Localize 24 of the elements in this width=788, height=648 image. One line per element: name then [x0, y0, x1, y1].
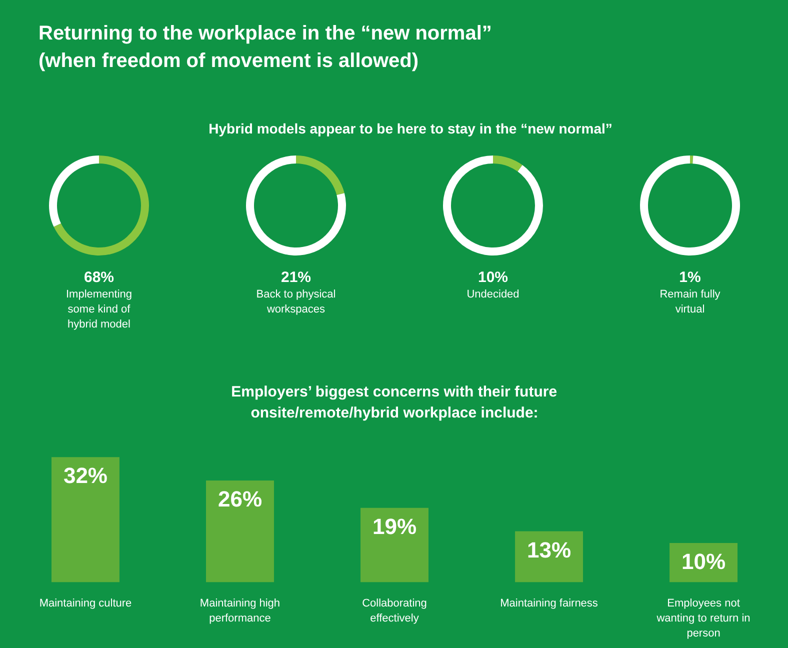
data-label: 19% [372, 514, 417, 539]
data-label: 10% [682, 549, 726, 574]
x-tick-label: Collaborating effectively [362, 598, 427, 625]
x-tick-label: Maintaining culture [39, 598, 132, 610]
text: 21% [280, 269, 312, 286]
x-tick-label: Maintaining fairness [500, 598, 598, 610]
bar [206, 480, 274, 582]
x-tick-label: Employees not wanting to return in person [656, 598, 750, 640]
data-label: 26% [218, 486, 262, 512]
text: Remain fully virtual [660, 288, 721, 316]
bar [51, 457, 120, 582]
text: Undecided [466, 288, 520, 300]
text: 68% [84, 269, 114, 286]
x-tick-label: Maintaining high performance [200, 598, 280, 625]
text: Returning to the workplace in the “new normal” (when freedom of movement is allowed) [38, 22, 492, 72]
text: 10% [478, 269, 508, 286]
text: 1% [679, 269, 701, 286]
text: Back to physical workspaces [256, 288, 336, 316]
data-label: 32% [63, 463, 108, 488]
data-label: 13% [526, 537, 572, 562]
bar [360, 508, 428, 582]
text: Hybrid models appear to be here to stay in the “new normal” [208, 120, 612, 136]
text: Implementing some kind of hybrid model [66, 288, 132, 330]
chart-title: Employers’ biggest concerns with their future onsite/remote/hybrid workplace include: [231, 383, 558, 422]
